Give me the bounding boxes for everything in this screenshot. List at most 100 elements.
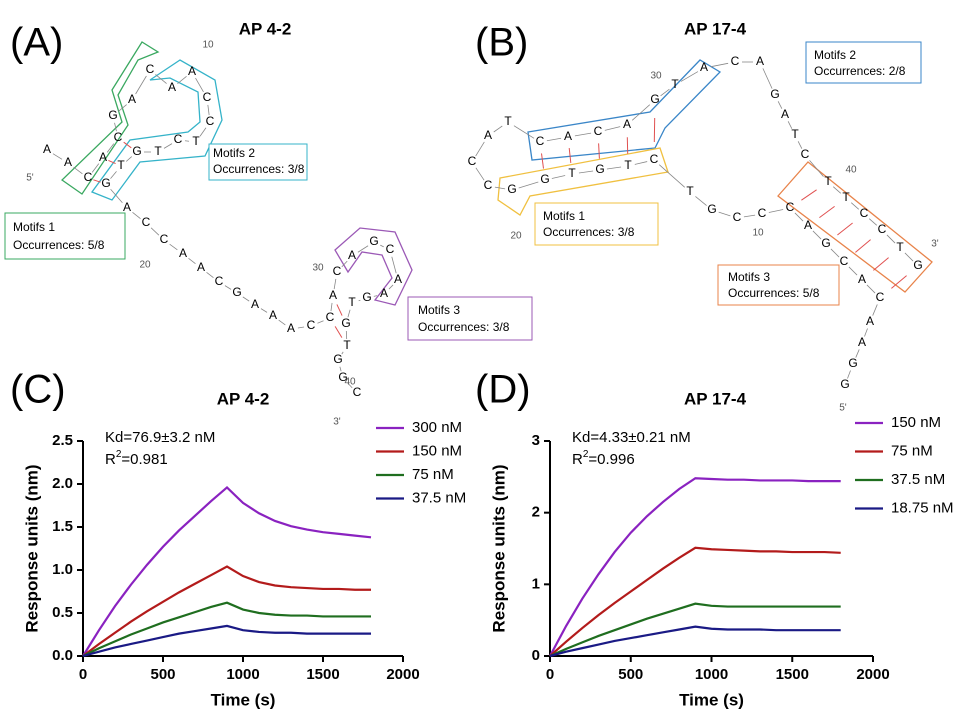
nucleotide: T <box>568 166 576 180</box>
data-line <box>549 602 841 658</box>
backbone <box>868 218 878 226</box>
nucleotide: G <box>821 236 830 250</box>
backbone <box>163 143 173 149</box>
nucleotide: G <box>848 356 857 370</box>
backbone <box>388 284 394 290</box>
motif-box-frame <box>534 202 659 246</box>
nucleotide: C <box>840 254 849 268</box>
nucleotide: T <box>154 144 162 158</box>
base-pair <box>598 143 600 159</box>
motif-outline <box>334 227 413 306</box>
backbone <box>195 77 204 93</box>
motif-box-frame <box>717 264 840 306</box>
base-pair <box>93 179 101 183</box>
motif-outline <box>527 59 722 161</box>
backbone <box>475 141 485 157</box>
nucleotide: C <box>758 206 767 220</box>
motif-occurrences: Occurrences: 2/8 <box>814 64 906 78</box>
nucleotide: T <box>824 174 832 188</box>
r2-symbol: R <box>105 451 116 468</box>
motif-name: Motifs 1 <box>13 220 55 234</box>
backbone <box>743 214 756 218</box>
backbone <box>494 186 506 190</box>
backbone <box>634 161 648 165</box>
backbone <box>207 104 210 116</box>
backbone <box>872 304 878 316</box>
nucleotide: A <box>623 117 631 131</box>
nucleotide: G <box>338 370 347 384</box>
backbone <box>177 76 187 84</box>
backbone <box>278 319 286 326</box>
position-label: 10 <box>202 40 214 51</box>
nucleotide: A <box>564 129 572 143</box>
y-axis-title: Response units (nm) <box>22 464 41 632</box>
y-tick-label: 0 <box>532 647 540 664</box>
backbone <box>787 121 793 129</box>
motif-outlines <box>60 41 933 306</box>
position-label: 3' <box>931 239 939 250</box>
nucleotide: G <box>595 162 604 176</box>
position-label: 5' <box>839 403 847 414</box>
backbone <box>155 74 167 84</box>
nucleotide: A <box>168 80 176 94</box>
backbone <box>373 295 378 297</box>
backbone <box>518 181 539 189</box>
backbone <box>118 104 127 112</box>
motif-occurrences: Occurrences: 3/8 <box>543 225 635 239</box>
nucleotide: G <box>540 172 549 186</box>
nucleotide: A <box>700 60 708 74</box>
motif-box: Motifs 3 Occurrences: 5/8 <box>717 264 840 306</box>
x-tick-label: 2000 <box>856 666 889 683</box>
nucleotide: T <box>192 134 200 148</box>
backbone <box>330 302 333 312</box>
kd-annotation: Kd=4.33±0.21 nM <box>572 429 691 446</box>
nucleotide: G <box>341 316 350 330</box>
nucleotide: A <box>179 246 187 260</box>
nucleotide: C <box>594 124 603 138</box>
nucleotide: C <box>801 147 810 161</box>
data-line <box>82 601 371 657</box>
nucleotide: A <box>123 200 131 214</box>
legend-label: 150 nM <box>412 442 462 459</box>
nucleotide: C <box>650 152 659 166</box>
x-tick-label: 1500 <box>776 666 809 683</box>
backbone <box>658 164 686 188</box>
nucleotide: A <box>866 314 874 328</box>
position-label: 30 <box>650 71 662 82</box>
backbone <box>493 125 503 133</box>
nucleotide: G <box>840 377 849 391</box>
r2-value: =0.981 <box>121 451 167 468</box>
backbone <box>855 349 860 358</box>
y-tick-label: 1.5 <box>52 518 73 535</box>
backbone <box>169 243 178 251</box>
backbone <box>317 320 324 324</box>
motif-name: Motifs 3 <box>728 270 770 284</box>
nucleotide: C <box>876 290 885 304</box>
nucleotide: C <box>878 222 887 236</box>
backbone <box>199 127 207 137</box>
nucleotide: C <box>484 178 493 192</box>
backbone <box>866 284 876 294</box>
nucleotide: G <box>101 176 110 190</box>
nucleotide: A <box>858 335 866 349</box>
y-tick-label: 2 <box>532 504 540 521</box>
backbone <box>904 252 914 262</box>
base-pair <box>541 153 544 169</box>
backbone <box>809 160 824 177</box>
structure-title: AP 4-2 <box>239 19 292 38</box>
nucleotide: A <box>781 107 789 121</box>
backbone <box>380 244 384 248</box>
nucleotide: A <box>484 128 492 142</box>
motif-outline <box>777 161 933 293</box>
motif-box-frame <box>407 296 533 341</box>
nucleotide: A <box>804 218 812 232</box>
backbone <box>135 75 147 95</box>
nucleotide: T <box>896 240 904 254</box>
nucleotide: C <box>174 132 183 146</box>
nucleotide: G <box>650 92 659 106</box>
y-tick-label: 3 <box>532 432 540 449</box>
structure-title: AP 17-4 <box>684 19 747 38</box>
nucleotide: C <box>468 154 477 168</box>
legend-label: 18.75 nM <box>891 499 954 516</box>
backbone <box>546 137 562 142</box>
